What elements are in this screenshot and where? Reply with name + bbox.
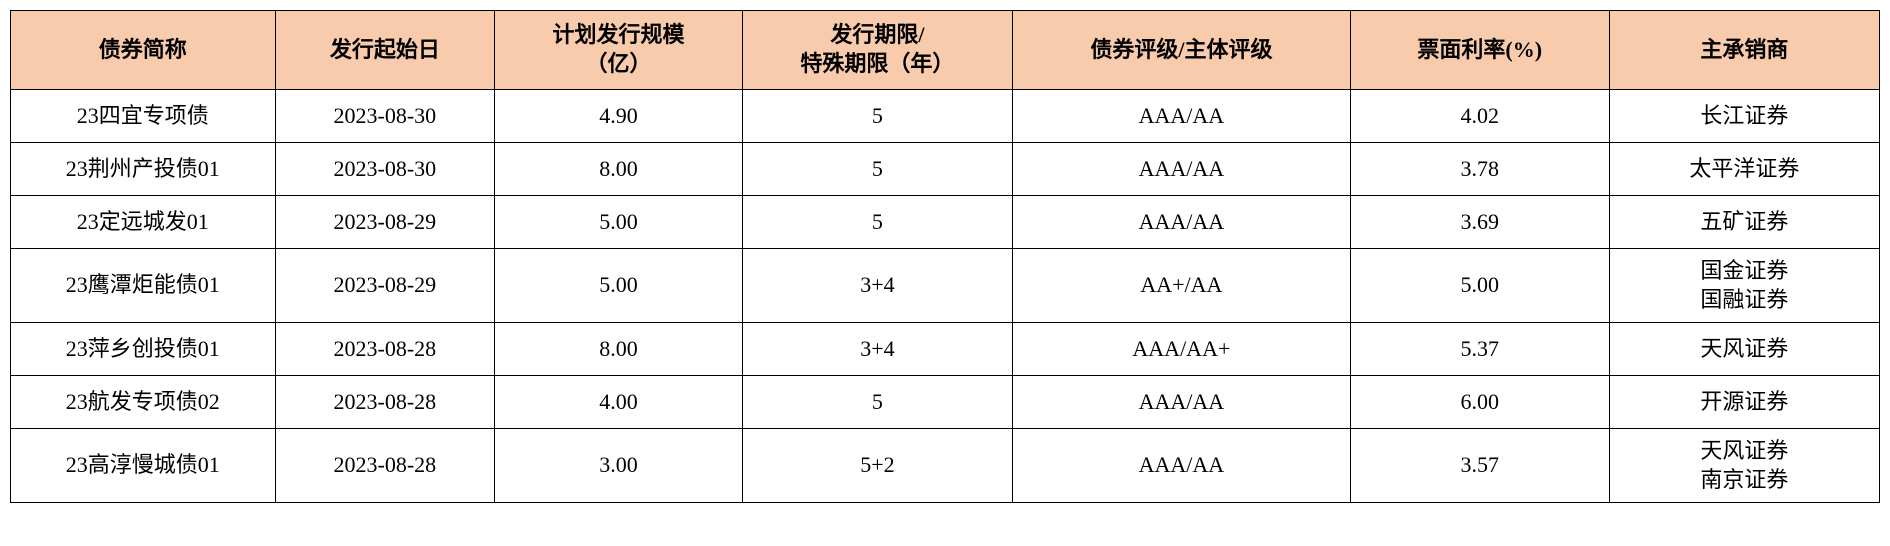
cell-name: 23四宜专项债 [11, 90, 276, 143]
table-body: 23四宜专项债 2023-08-30 4.90 5 AAA/AA 4.02 长江… [11, 90, 1880, 503]
cell-coupon: 3.57 [1350, 429, 1609, 503]
cell-name: 23萍乡创投债01 [11, 323, 276, 376]
cell-name: 23航发专项债02 [11, 376, 276, 429]
cell-rating: AAA/AA [1013, 429, 1351, 503]
cell-start-date: 2023-08-30 [275, 143, 495, 196]
cell-coupon: 5.37 [1350, 323, 1609, 376]
cell-start-date: 2023-08-28 [275, 429, 495, 503]
table-row: 23高淳慢城债01 2023-08-28 3.00 5+2 AAA/AA 3.5… [11, 429, 1880, 503]
cell-term: 3+4 [742, 323, 1012, 376]
cell-rating: AAA/AA [1013, 196, 1351, 249]
cell-underwriter: 长江证券 [1609, 90, 1879, 143]
cell-coupon: 5.00 [1350, 249, 1609, 323]
bond-table: 债券简称 发行起始日 计划发行规模 （亿） 发行期限/ 特殊期限（年） 债券评级… [10, 10, 1880, 503]
cell-scale: 4.00 [495, 376, 743, 429]
cell-coupon: 6.00 [1350, 376, 1609, 429]
cell-underwriter: 国金证券 国融证券 [1609, 249, 1879, 323]
cell-start-date: 2023-08-29 [275, 249, 495, 323]
cell-scale: 5.00 [495, 249, 743, 323]
table-row: 23鹰潭炬能债01 2023-08-29 5.00 3+4 AA+/AA 5.0… [11, 249, 1880, 323]
table-header-row: 债券简称 发行起始日 计划发行规模 （亿） 发行期限/ 特殊期限（年） 债券评级… [11, 11, 1880, 90]
cell-underwriter: 太平洋证券 [1609, 143, 1879, 196]
cell-term: 5 [742, 143, 1012, 196]
cell-underwriter: 天风证券 [1609, 323, 1879, 376]
cell-scale: 5.00 [495, 196, 743, 249]
cell-rating: AAA/AA [1013, 376, 1351, 429]
cell-rating: AAA/AA+ [1013, 323, 1351, 376]
table-row: 23航发专项债02 2023-08-28 4.00 5 AAA/AA 6.00 … [11, 376, 1880, 429]
cell-scale: 8.00 [495, 323, 743, 376]
cell-rating: AAA/AA [1013, 90, 1351, 143]
table-row: 23四宜专项债 2023-08-30 4.90 5 AAA/AA 4.02 长江… [11, 90, 1880, 143]
cell-start-date: 2023-08-28 [275, 323, 495, 376]
cell-rating: AAA/AA [1013, 143, 1351, 196]
cell-underwriter: 天风证券 南京证券 [1609, 429, 1879, 503]
cell-term: 5+2 [742, 429, 1012, 503]
col-header-start-date: 发行起始日 [275, 11, 495, 90]
cell-coupon: 4.02 [1350, 90, 1609, 143]
cell-underwriter: 开源证券 [1609, 376, 1879, 429]
cell-underwriter: 五矿证券 [1609, 196, 1879, 249]
col-header-scale: 计划发行规模 （亿） [495, 11, 743, 90]
cell-coupon: 3.69 [1350, 196, 1609, 249]
cell-name: 23鹰潭炬能债01 [11, 249, 276, 323]
table-row: 23萍乡创投债01 2023-08-28 8.00 3+4 AAA/AA+ 5.… [11, 323, 1880, 376]
cell-term: 5 [742, 90, 1012, 143]
cell-term: 3+4 [742, 249, 1012, 323]
cell-start-date: 2023-08-29 [275, 196, 495, 249]
cell-start-date: 2023-08-28 [275, 376, 495, 429]
cell-term: 5 [742, 196, 1012, 249]
cell-start-date: 2023-08-30 [275, 90, 495, 143]
col-header-rating: 债券评级/主体评级 [1013, 11, 1351, 90]
cell-rating: AA+/AA [1013, 249, 1351, 323]
col-header-underwriter: 主承销商 [1609, 11, 1879, 90]
cell-name: 23定远城发01 [11, 196, 276, 249]
cell-coupon: 3.78 [1350, 143, 1609, 196]
table-row: 23定远城发01 2023-08-29 5.00 5 AAA/AA 3.69 五… [11, 196, 1880, 249]
cell-term: 5 [742, 376, 1012, 429]
cell-scale: 3.00 [495, 429, 743, 503]
col-header-coupon: 票面利率(%) [1350, 11, 1609, 90]
cell-scale: 8.00 [495, 143, 743, 196]
cell-name: 23高淳慢城债01 [11, 429, 276, 503]
col-header-term: 发行期限/ 特殊期限（年） [742, 11, 1012, 90]
cell-name: 23荆州产投债01 [11, 143, 276, 196]
table-row: 23荆州产投债01 2023-08-30 8.00 5 AAA/AA 3.78 … [11, 143, 1880, 196]
cell-scale: 4.90 [495, 90, 743, 143]
col-header-name: 债券简称 [11, 11, 276, 90]
